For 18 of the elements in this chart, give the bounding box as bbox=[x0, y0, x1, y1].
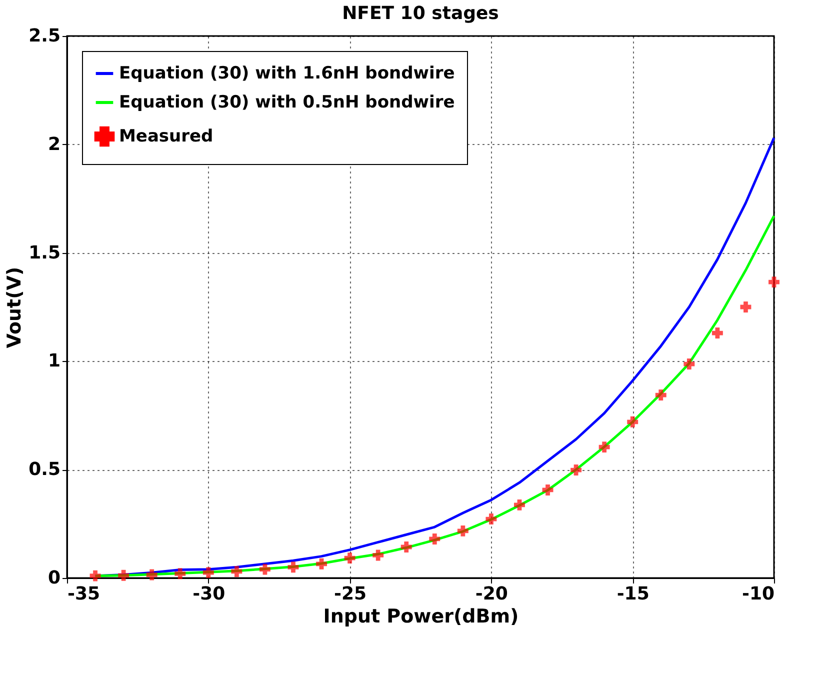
y-axis-title: Vout(V) bbox=[4, 266, 26, 348]
y-tick-label: 0.5 bbox=[28, 459, 60, 480]
x-axis-title: Input Power(dBm) bbox=[323, 606, 519, 628]
y-tick-label: 2 bbox=[48, 134, 60, 155]
y-tick-label: 2.5 bbox=[28, 26, 60, 46]
x-tick-label: -20 bbox=[475, 584, 508, 604]
x-tick-label: -25 bbox=[334, 584, 367, 604]
y-tick-label: 1.5 bbox=[28, 242, 60, 264]
chart-title: NFET 10 stages bbox=[342, 3, 499, 24]
legend-label: Equation (30) with 1.6nH bondwire bbox=[119, 64, 455, 84]
x-tick-label: -35 bbox=[68, 584, 100, 604]
x-tick-label: -10 bbox=[742, 584, 774, 604]
x-tick-label: -30 bbox=[192, 584, 226, 604]
y-tick-label: 0 bbox=[48, 568, 60, 588]
legend-label: Measured bbox=[119, 126, 214, 146]
legend-label: Equation (30) with 0.5nH bondwire bbox=[119, 92, 455, 112]
x-tick-label: -15 bbox=[616, 584, 650, 604]
y-tick-label: 1 bbox=[48, 350, 60, 372]
